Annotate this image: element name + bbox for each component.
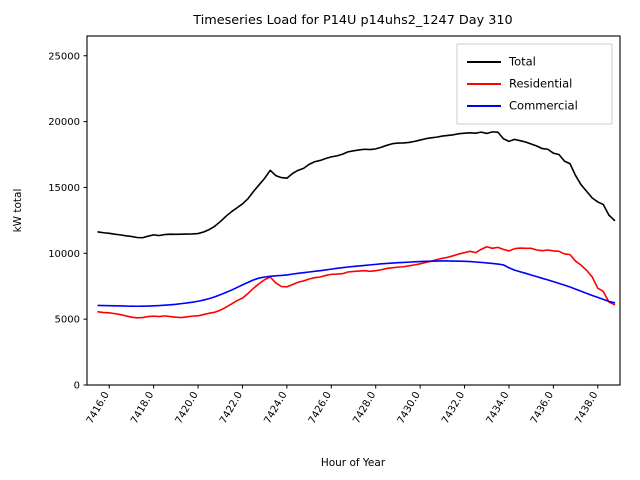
plot-area-frame	[86, 35, 621, 386]
chart-legend: Total Residential Commercial	[456, 43, 613, 125]
legend-label-commercial: Commercial	[509, 99, 578, 113]
x-tick-label: 7424.0	[262, 390, 289, 426]
series-line-commercial	[97, 260, 616, 308]
y-tick-label: 0	[74, 381, 80, 392]
x-axis-tick-labels: 7416.0 7418.0 7420.0 7422.0 7424.0 7426.0 7428…	[85, 390, 601, 426]
x-axis-tick-marks	[108, 385, 599, 389]
series-line-residential	[97, 245, 616, 319]
y-tick-label: 10000	[48, 249, 80, 260]
y-tick-label: 5000	[55, 315, 80, 326]
data-series-group	[97, 131, 616, 319]
x-tick-label: 7436.0	[529, 390, 556, 426]
axis-titles: kW total Hour of Year	[12, 189, 386, 469]
x-tick-label: 7430.0	[396, 390, 423, 426]
y-tick-label: 20000	[48, 117, 80, 128]
chart-title: Timeseries Load for P14U p14uhs2_1247 Da…	[192, 13, 512, 28]
x-tick-label: 7416.0	[85, 390, 112, 426]
y-tick-label: 25000	[48, 51, 80, 62]
x-tick-label: 7420.0	[174, 390, 201, 426]
chart-title-group: Timeseries Load for P14U p14uhs2_1247 Da…	[192, 13, 512, 28]
x-tick-label: 7418.0	[129, 390, 156, 426]
legend-label-residential: Residential	[509, 77, 572, 91]
y-axis-tick-marks	[83, 55, 87, 386]
legend-box	[456, 43, 613, 125]
y-axis-tick-labels: 0 5000 10000 15000 20000 25000	[48, 51, 80, 391]
series-line-total	[97, 131, 616, 239]
x-axis-label: Hour of Year	[321, 457, 386, 469]
legend-label-total: Total	[508, 55, 536, 69]
x-tick-label: 7432.0	[440, 390, 467, 426]
x-tick-label: 7438.0	[573, 390, 600, 426]
x-tick-label: 7426.0	[307, 390, 334, 426]
y-tick-label: 15000	[48, 183, 80, 194]
x-tick-label: 7434.0	[485, 390, 512, 426]
y-axis-label: kW total	[12, 189, 24, 233]
x-tick-label: 7422.0	[218, 390, 245, 426]
x-tick-label: 7428.0	[351, 390, 378, 426]
